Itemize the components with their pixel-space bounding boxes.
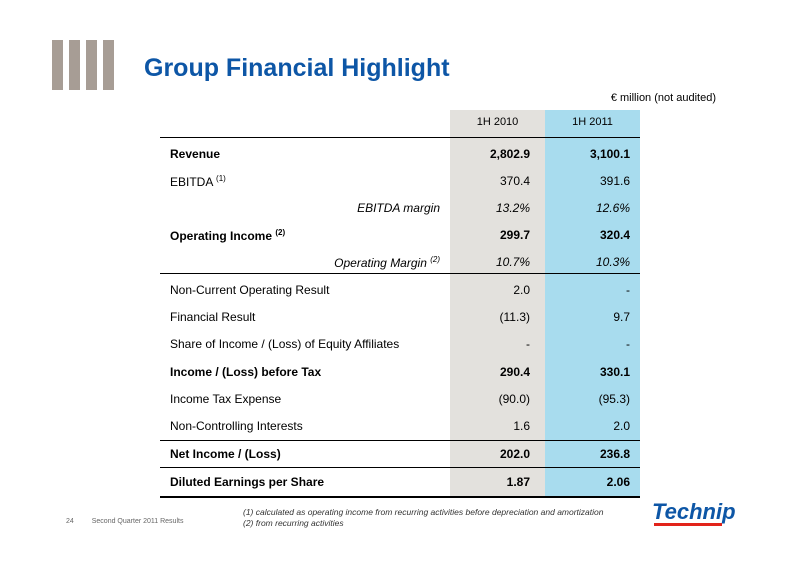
table-top-rule bbox=[160, 137, 640, 138]
table-row: Income / (Loss) before Tax 290.4 330.1 bbox=[160, 359, 640, 386]
value-1h2011: 3,100.1 bbox=[589, 147, 630, 161]
row-label: EBITDA margin bbox=[357, 201, 440, 215]
table-row: Operating Margin (2) 10.7% 10.3% bbox=[160, 249, 640, 276]
page-title: Group Financial Highlight bbox=[144, 54, 450, 82]
value-1h2010: 13.2% bbox=[495, 201, 530, 215]
table-row: Revenue 2,802.9 3,100.1 bbox=[160, 141, 640, 168]
row-label: Operating Margin (2) bbox=[334, 255, 440, 270]
section-divider bbox=[160, 273, 640, 274]
table-row: Operating Income (2) 299.7 320.4 bbox=[160, 222, 640, 249]
row-label: EBITDA (1) bbox=[170, 174, 226, 189]
table-row: Net Income / (Loss) 202.0 236.8 bbox=[160, 441, 640, 468]
row-label-text: Operating Margin bbox=[334, 256, 427, 270]
row-label: Diluted Earnings per Share bbox=[170, 475, 325, 489]
decorative-bar bbox=[103, 40, 114, 90]
row-label: Financial Result bbox=[170, 310, 256, 324]
value-1h2011: 236.8 bbox=[599, 447, 630, 461]
logo-text: Technip bbox=[652, 499, 736, 524]
value-1h2011: 12.6% bbox=[595, 201, 630, 215]
value-1h2011: - bbox=[626, 337, 630, 351]
footnote-1: (1) calculated as operating income from … bbox=[243, 507, 604, 517]
value-1h2010: (11.3) bbox=[499, 310, 530, 324]
footnote-2: (2) from recurring activities bbox=[243, 518, 344, 528]
row-label: Revenue bbox=[170, 147, 221, 161]
table-row: Share of Income / (Loss) of Equity Affil… bbox=[160, 331, 640, 358]
deck-name: Second Quarter 2011 Results bbox=[91, 518, 184, 525]
value-1h2010: (90.0) bbox=[498, 392, 530, 406]
footnote-marker: (1) bbox=[216, 174, 226, 183]
value-1h2010: 299.7 bbox=[499, 228, 530, 242]
decorative-bar bbox=[69, 40, 80, 90]
table-bottom-rule bbox=[160, 496, 640, 498]
value-1h2010: 1.6 bbox=[513, 419, 530, 433]
value-1h2011: 2.0 bbox=[613, 419, 630, 433]
value-1h2011: - bbox=[626, 283, 630, 297]
column-header-1h2011: 1H 2011 bbox=[572, 116, 613, 128]
eps-rule-top bbox=[160, 467, 640, 468]
value-1h2011: 10.3% bbox=[595, 255, 630, 269]
table-row: Financial Result (11.3) 9.7 bbox=[160, 304, 640, 331]
value-1h2011: 9.7 bbox=[613, 310, 630, 324]
row-label-text: EBITDA bbox=[170, 175, 213, 189]
decorative-bar bbox=[52, 40, 63, 90]
row-label: Income Tax Expense bbox=[170, 392, 282, 406]
table-row: Income Tax Expense (90.0) (95.3) bbox=[160, 386, 640, 413]
table-row: Diluted Earnings per Share 1.87 2.06 bbox=[160, 469, 640, 496]
technip-logo: Technip bbox=[652, 497, 762, 527]
footnote-marker: (2) bbox=[430, 255, 440, 264]
value-1h2010: 290.4 bbox=[499, 365, 530, 379]
row-label: Income / (Loss) before Tax bbox=[170, 365, 322, 379]
table-row: Non-Current Operating Result 2.0 - bbox=[160, 277, 640, 304]
value-1h2010: 10.7% bbox=[495, 255, 530, 269]
row-label-text: Operating Income bbox=[170, 229, 273, 243]
row-label: Net Income / (Loss) bbox=[170, 447, 281, 461]
column-header-1h2010: 1H 2010 bbox=[476, 116, 519, 128]
logo-stripe bbox=[654, 523, 722, 526]
table-row: Non-Controlling Interests 1.6 2.0 bbox=[160, 413, 640, 440]
value-1h2010: - bbox=[526, 337, 530, 351]
column-1h2010-background bbox=[450, 110, 545, 497]
value-1h2011: 320.4 bbox=[599, 228, 630, 242]
value-1h2011: (95.3) bbox=[598, 392, 630, 406]
net-income-rule-top bbox=[160, 440, 640, 441]
row-label: Non-Controlling Interests bbox=[170, 419, 303, 433]
value-1h2011: 2.06 bbox=[606, 475, 630, 489]
row-label: Operating Income (2) bbox=[170, 228, 285, 243]
units-note: € million (not audited) bbox=[610, 92, 716, 104]
value-1h2010: 2.0 bbox=[513, 283, 530, 297]
value-1h2010: 1.87 bbox=[506, 475, 530, 489]
table-row: EBITDA (1) 370.4 391.6 bbox=[160, 168, 640, 195]
row-label: Share of Income / (Loss) of Equity Affil… bbox=[170, 337, 400, 351]
row-label: Non-Current Operating Result bbox=[170, 283, 330, 297]
value-1h2011: 330.1 bbox=[599, 365, 630, 379]
value-1h2010: 2,802.9 bbox=[489, 147, 530, 161]
page-number: 24 bbox=[66, 518, 74, 525]
footnote-marker: (2) bbox=[275, 228, 286, 237]
value-1h2011: 391.6 bbox=[599, 174, 630, 188]
value-1h2010: 202.0 bbox=[499, 447, 530, 461]
table-row: EBITDA margin 13.2% 12.6% bbox=[160, 195, 640, 222]
decorative-bar bbox=[86, 40, 97, 90]
slide-footer: 24 Second Quarter 2011 Results bbox=[66, 518, 199, 525]
value-1h2010: 370.4 bbox=[499, 174, 530, 188]
column-1h2011-background bbox=[545, 110, 640, 497]
